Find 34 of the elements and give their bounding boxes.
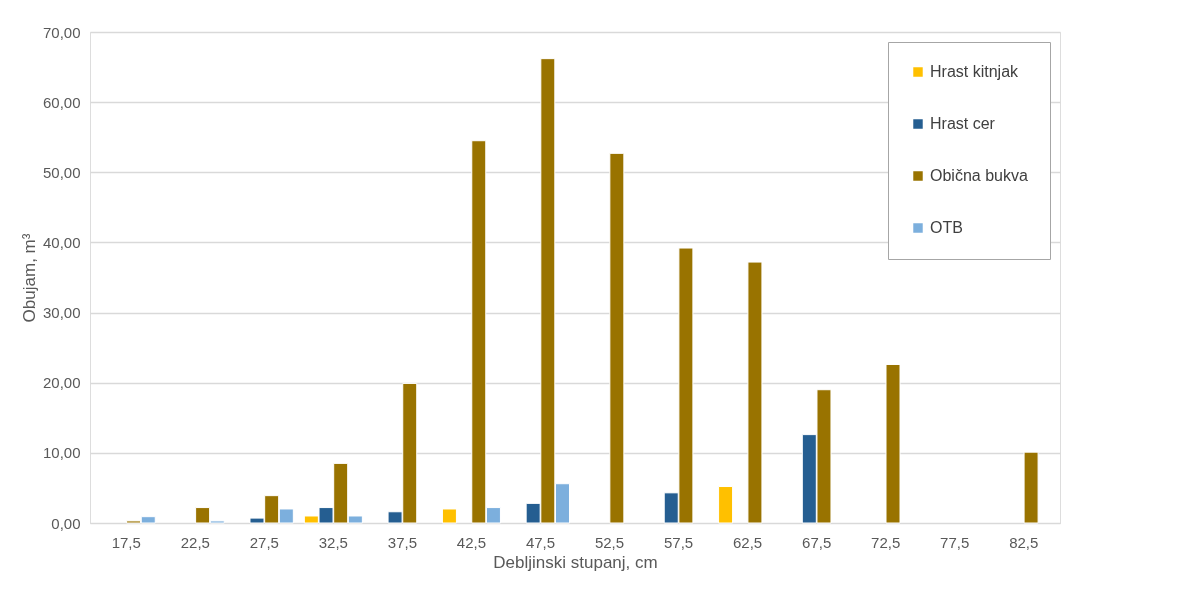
- bar: [609, 152, 625, 524]
- bar: [1023, 451, 1039, 524]
- x-tick-label: 62,5: [733, 533, 763, 551]
- y-tick-label: 0,00: [51, 514, 81, 532]
- y-tick-label: 70,00: [42, 23, 81, 41]
- x-tick-label: 27,5: [249, 533, 279, 551]
- x-axis-title: Debljinski stupanj, cm: [493, 552, 658, 572]
- legend-label: Hrast cer: [930, 115, 996, 132]
- x-tick-label: 47,5: [525, 533, 556, 551]
- bar: [885, 363, 901, 524]
- x-tick-label: 57,5: [663, 533, 694, 551]
- x-tick-label: 17,5: [111, 533, 141, 551]
- y-axis-title: Obujam, m³: [19, 233, 39, 323]
- y-tick-label: 50,00: [42, 163, 81, 181]
- bar: [441, 508, 457, 524]
- y-tick-label: 20,00: [42, 374, 81, 392]
- legend-label: Obična bukva: [930, 167, 1028, 184]
- x-tick-label: 52,5: [594, 533, 625, 551]
- y-tick-label: 40,00: [42, 233, 81, 251]
- legend-label: OTB: [930, 219, 963, 236]
- y-tick-label: 30,00: [42, 304, 81, 322]
- y-tick-label: 60,00: [42, 93, 81, 111]
- y-tick-label: 10,00: [42, 444, 81, 462]
- x-tick-label: 67,5: [802, 533, 832, 551]
- x-tick-label: 72,5: [871, 533, 901, 551]
- x-tick-label: 77,5: [940, 533, 970, 551]
- x-tick-label: 42,5: [456, 533, 487, 551]
- x-tick-label: 37,5: [387, 533, 417, 551]
- x-tick-label: 22,5: [180, 533, 210, 551]
- legend-label: Hrast kitnjak: [930, 63, 1020, 80]
- x-tick-label: 32,5: [318, 533, 348, 551]
- bar: [747, 261, 763, 524]
- x-tick-label: 82,5: [1009, 533, 1039, 551]
- bar: [718, 486, 734, 524]
